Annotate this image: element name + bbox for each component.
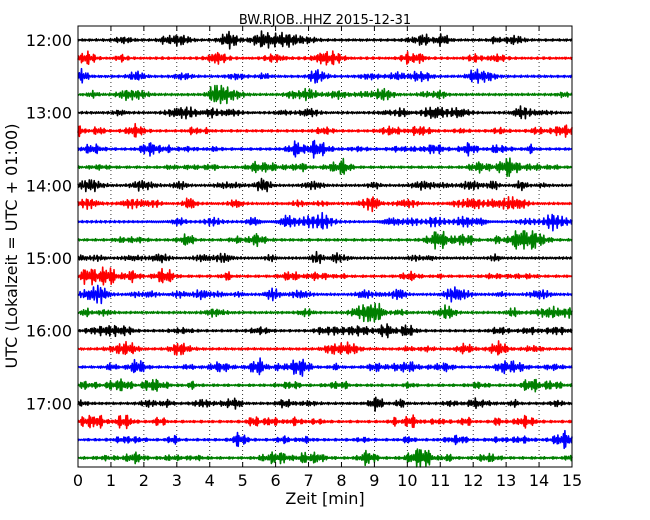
- y-tick-label-2: 14:00: [26, 176, 72, 195]
- x-axis-label: Zeit [min]: [285, 489, 364, 508]
- x-tick-label-12: 12: [463, 471, 483, 490]
- plot-frame: [77, 25, 573, 468]
- y-tick-label-4: 16:00: [26, 322, 72, 341]
- trace-1515: [77, 266, 573, 286]
- y-axis: 12:00 13:00 14:00 15:00 16:00 17:00: [26, 31, 572, 413]
- y-tick-label-1: 13:00: [26, 104, 72, 123]
- x-tick-label-14: 14: [529, 471, 549, 490]
- trace-1415: [77, 196, 573, 213]
- trace-1545: [77, 302, 573, 323]
- x-tick-label-2: 2: [139, 471, 149, 490]
- trace-1315: [77, 122, 573, 138]
- trace-1400: [77, 177, 573, 193]
- trace-1715: [77, 414, 573, 430]
- chart-title: BW.RJOB..HHZ 2015-12-31: [239, 13, 411, 28]
- grid-lines: [110, 26, 540, 467]
- trace-group: [77, 30, 573, 468]
- x-tick-label-7: 7: [303, 471, 313, 490]
- x-tick-label-11: 11: [430, 471, 450, 490]
- x-tick-label-1: 1: [106, 471, 116, 490]
- trace-1215: [77, 50, 573, 66]
- x-tick-label-9: 9: [369, 471, 379, 490]
- trace-1330: [77, 139, 573, 159]
- trace-1300: [77, 105, 573, 120]
- trace-1430: [77, 211, 573, 232]
- x-tick-label-8: 8: [336, 471, 346, 490]
- trace-1530: [77, 284, 573, 305]
- trace-1630: [77, 357, 573, 377]
- x-tick-label-13: 13: [496, 471, 516, 490]
- trace-1245: [77, 84, 573, 105]
- trace-1500: [77, 250, 573, 265]
- x-tick-label-5: 5: [238, 471, 248, 490]
- trace-1615: [77, 340, 573, 356]
- x-tick-label-4: 4: [205, 471, 215, 490]
- trace-1200: [77, 30, 573, 50]
- x-tick-label-10: 10: [397, 471, 417, 490]
- x-axis: 0 1 2 3 4 5 6 7 8 9 10 11 12 13 14 15: [73, 26, 582, 490]
- trace-1730: [77, 429, 573, 450]
- y-tick-label-3: 15:00: [26, 249, 72, 268]
- trace-1600: [77, 323, 573, 339]
- y-tick-label-5: 17:00: [26, 394, 72, 413]
- trace-1745: [77, 448, 573, 468]
- x-tick-label-0: 0: [73, 471, 83, 490]
- trace-1445: [77, 230, 573, 250]
- y-axis-label: UTC (Lokalzeit = UTC + 01:00): [2, 124, 21, 369]
- trace-1700: [77, 396, 573, 412]
- trace-1230: [77, 67, 573, 84]
- trace-1345: [77, 157, 573, 177]
- x-tick-label-15: 15: [562, 471, 582, 490]
- y-tick-label-0: 12:00: [26, 31, 72, 50]
- x-tick-label-3: 3: [172, 471, 182, 490]
- x-tick-label-6: 6: [271, 471, 281, 490]
- trace-1645: [77, 378, 573, 393]
